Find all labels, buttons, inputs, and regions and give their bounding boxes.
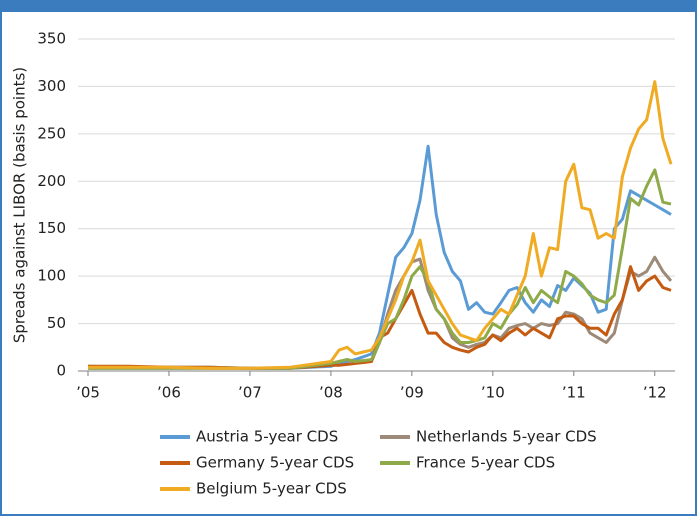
series-line xyxy=(88,265,672,370)
y-tick-label: 300 xyxy=(37,77,66,95)
y-tick-label: 50 xyxy=(47,314,66,332)
y-tick-label: 250 xyxy=(37,124,66,142)
x-tick-label: ’11 xyxy=(562,384,586,402)
y-tick-label: 100 xyxy=(37,267,66,285)
legend-label: Austria 5-year CDS xyxy=(196,428,338,446)
series-line xyxy=(88,80,673,370)
x-tick-label: ’10 xyxy=(481,384,505,402)
y-tick-label: 0 xyxy=(56,362,66,380)
x-tick-label: ’07 xyxy=(238,384,262,402)
x-tick-label: ’12 xyxy=(643,384,667,402)
x-tick-label: ’08 xyxy=(319,384,343,402)
x-tick-label: ’09 xyxy=(400,384,424,402)
y-tick-label: 150 xyxy=(37,219,66,237)
legend-label: Germany 5-year CDS xyxy=(196,454,354,472)
y-tick-label: 350 xyxy=(37,30,66,48)
y-tick-label: 200 xyxy=(37,172,66,190)
legend-label: Netherlands 5-year CDS xyxy=(416,428,597,446)
legend-label: Belgium 5-year CDS xyxy=(196,480,347,498)
series-line xyxy=(88,255,673,370)
x-tick-label: ’05 xyxy=(76,384,100,402)
legend-label: France 5-year CDS xyxy=(416,454,555,472)
series-line xyxy=(87,144,672,370)
y-axis-label: Spreads against LIBOR (basis points) xyxy=(11,67,29,343)
x-tick-label: ’06 xyxy=(157,384,181,402)
header-band xyxy=(0,0,697,12)
